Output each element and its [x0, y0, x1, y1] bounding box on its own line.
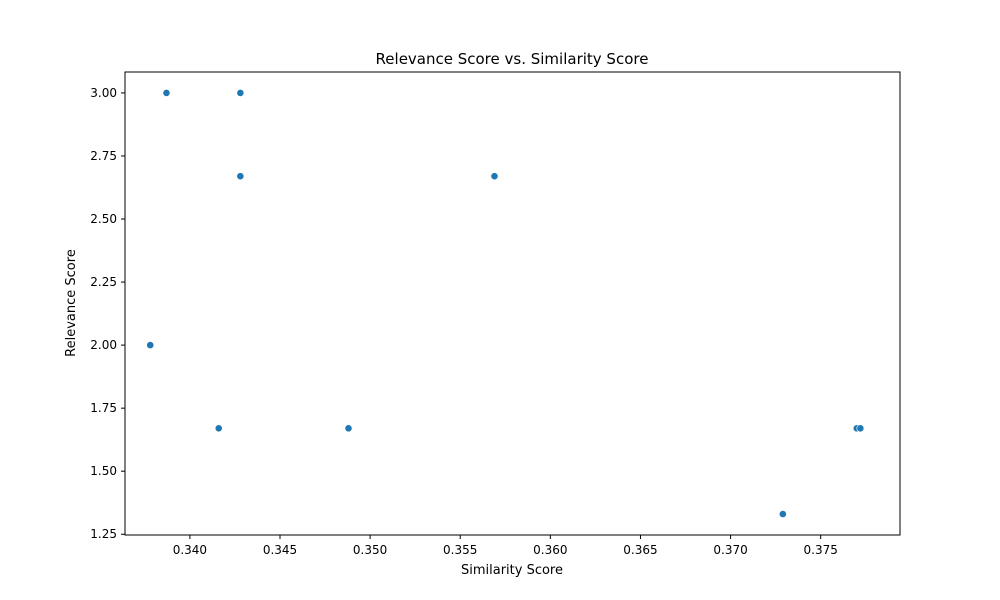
scatter-point: [214, 424, 223, 433]
x-tick-label: 0.370: [713, 543, 747, 557]
x-axis-label: Similarity Score: [461, 563, 563, 578]
y-tick-label: 1.75: [90, 401, 117, 415]
plot-area: [124, 71, 901, 536]
y-tick-label: 1.50: [90, 464, 117, 478]
scatter-point: [236, 89, 245, 97]
y-tick-label: 2.00: [90, 338, 117, 352]
x-tick-label: 0.345: [263, 543, 297, 557]
x-axis: 0.340 0.345 0.350 0.355 0.360 0.365 0.370 0.375: [173, 535, 838, 557]
scatter-point: [146, 341, 155, 350]
x-tick-label: 0.355: [443, 543, 477, 557]
scatter-point: [236, 172, 245, 181]
x-tick-label: 0.350: [353, 543, 387, 557]
y-tick-label: 2.50: [90, 212, 117, 226]
scatter-point: [856, 424, 865, 433]
x-tick-label: 0.340: [173, 543, 207, 557]
scatter-point: [778, 510, 787, 518]
scatter-point: [490, 172, 499, 181]
scatter-point: [162, 89, 171, 97]
y-tick-label: 3.00: [90, 86, 117, 100]
x-tick-label: 0.360: [533, 543, 567, 557]
y-axis: 1.25 1.50 1.75 2.00 2.25 2.50 2.75 3.00: [90, 86, 125, 541]
y-axis-label: Relevance Score: [64, 249, 79, 357]
y-tick-label: 2.25: [90, 275, 117, 289]
x-tick-label: 0.365: [623, 543, 657, 557]
y-tick-label: 1.25: [90, 527, 117, 541]
scatter-point: [344, 424, 353, 433]
chart-title: Relevance Score vs. Similarity Score: [376, 50, 649, 68]
y-tick-label: 2.75: [90, 149, 117, 163]
data-points: [146, 89, 865, 518]
x-tick-label: 0.375: [804, 543, 838, 557]
